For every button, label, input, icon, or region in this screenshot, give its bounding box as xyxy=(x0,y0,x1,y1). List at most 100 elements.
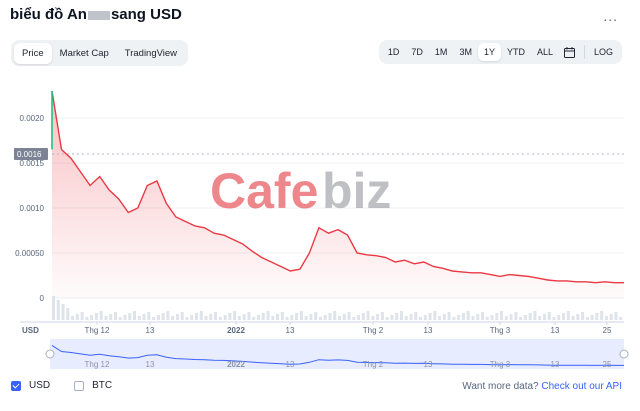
volume-bar xyxy=(66,308,70,320)
range-all[interactable]: ALL xyxy=(536,47,553,57)
volume-bar xyxy=(175,314,179,320)
volume-bar xyxy=(485,317,489,320)
volume-bar xyxy=(152,317,156,320)
volume-bar xyxy=(99,311,103,320)
brush-tick-label: Thg 2 xyxy=(363,360,384,369)
title-left: biểu đồ An xyxy=(10,6,87,23)
volume-bar xyxy=(538,316,542,320)
volume-bar xyxy=(233,311,237,320)
volume-bar xyxy=(609,314,613,320)
more-options-icon[interactable]: ... xyxy=(603,8,618,24)
price-area xyxy=(52,91,624,298)
range-1d[interactable]: 1D xyxy=(387,47,400,57)
volume-bar xyxy=(461,313,465,320)
volume-bar xyxy=(209,314,213,320)
volume-bar xyxy=(423,315,427,320)
volume-bar xyxy=(109,314,113,320)
volume-bar xyxy=(595,313,599,320)
volume-bar xyxy=(590,315,594,320)
log-toggle[interactable]: LOG xyxy=(593,47,613,57)
y-tick-label: 0.0015 xyxy=(20,159,45,168)
volume-bar xyxy=(161,313,165,320)
legend-usd[interactable]: USD xyxy=(11,380,50,391)
range-1m[interactable]: 1M xyxy=(434,47,448,57)
volume-bar xyxy=(390,315,394,320)
volume-bar xyxy=(447,312,451,320)
brush-tick-label: 13 xyxy=(424,360,433,369)
range-brush[interactable] xyxy=(50,339,624,369)
volume-bar xyxy=(442,314,446,320)
volume-bar xyxy=(571,316,575,320)
x-axis-labels: Thg 12 13 2022 13 Thg 2 13 Thg 3 13 25 xyxy=(85,322,612,335)
calendar-glyph xyxy=(564,46,576,58)
volume-bar xyxy=(247,312,251,320)
volume-bar xyxy=(514,312,518,320)
usd-checkbox[interactable] xyxy=(11,380,21,391)
volume-bar xyxy=(509,314,513,320)
volume-bar xyxy=(357,315,361,320)
volume-bar xyxy=(361,313,365,320)
brush-tick-label: 13 xyxy=(551,360,560,369)
volume-bar xyxy=(271,316,275,320)
volume-bar xyxy=(566,311,570,320)
volume-bar xyxy=(404,316,408,320)
more-data-text: Want more data? xyxy=(462,381,539,392)
x-tick-label: Thg 2 xyxy=(363,326,384,335)
volume-bar xyxy=(90,315,94,320)
x-tick-label: 13 xyxy=(551,326,560,335)
currency-legend: USD BTC xyxy=(11,380,136,391)
volume-bar xyxy=(228,313,232,320)
range-3m[interactable]: 3M xyxy=(459,47,472,57)
y-tick-label: 0.00050 xyxy=(15,249,44,258)
volume-bar xyxy=(619,317,623,320)
redacted-block xyxy=(87,10,110,20)
volume-bar xyxy=(380,312,384,320)
volume-bar xyxy=(85,317,89,320)
volume-bar xyxy=(409,314,413,320)
volume-bar xyxy=(385,317,389,320)
x-tick-label: 13 xyxy=(146,326,155,335)
volume-bar xyxy=(309,314,313,320)
volume-bar xyxy=(261,313,265,320)
volume-bar xyxy=(457,315,461,320)
brush-handle-right[interactable] xyxy=(619,349,629,359)
volume-bar xyxy=(547,312,551,320)
volume-bar xyxy=(504,316,508,320)
range-1y[interactable]: 1Y xyxy=(477,43,501,61)
tab-tradingview[interactable]: TradingView xyxy=(124,47,178,59)
range-ytd[interactable]: YTD xyxy=(506,47,525,57)
volume-bar xyxy=(585,317,589,320)
legend-btc[interactable]: BTC xyxy=(74,380,112,391)
volume-bar xyxy=(395,313,399,320)
calendar-icon[interactable] xyxy=(559,45,581,59)
api-link[interactable]: Check out our API xyxy=(541,381,622,392)
volume-bar xyxy=(523,315,527,320)
price-line xyxy=(51,90,624,284)
x-tick-label: 13 xyxy=(286,326,295,335)
cafebiz-watermark: Cafe biz xyxy=(210,163,391,219)
tab-market-cap[interactable]: Market Cap xyxy=(59,47,109,59)
btc-label: BTC xyxy=(92,380,113,391)
volume-bar xyxy=(428,313,432,320)
range-7d[interactable]: 7D xyxy=(411,47,423,57)
brush-axis-labels: Thg 12 13 2022 13 Thg 2 13 Thg 3 13 25 xyxy=(85,360,612,369)
volume-bar xyxy=(214,312,218,320)
volume-bar xyxy=(433,311,437,320)
watermark-biz: biz xyxy=(322,163,391,219)
brush-tick-label: 13 xyxy=(146,360,155,369)
x-tick-label: 25 xyxy=(603,326,612,335)
brush-tick-label: 2022 xyxy=(227,360,245,369)
volume-bar xyxy=(123,315,127,320)
volume-bar xyxy=(376,314,380,320)
volume-bar xyxy=(342,314,346,320)
tab-price[interactable]: Price xyxy=(14,42,52,64)
volume-bar xyxy=(323,315,327,320)
btc-checkbox[interactable] xyxy=(74,380,85,391)
brush-handle-left[interactable] xyxy=(45,349,55,359)
time-range-selector: 1D 7D 1M 3M 1Y YTD ALL LOG xyxy=(378,40,622,64)
volume-bar xyxy=(299,311,303,320)
volume-bar xyxy=(199,311,203,320)
volume-bar xyxy=(347,312,351,320)
brush-line xyxy=(51,344,624,366)
volume-bar xyxy=(252,317,256,320)
